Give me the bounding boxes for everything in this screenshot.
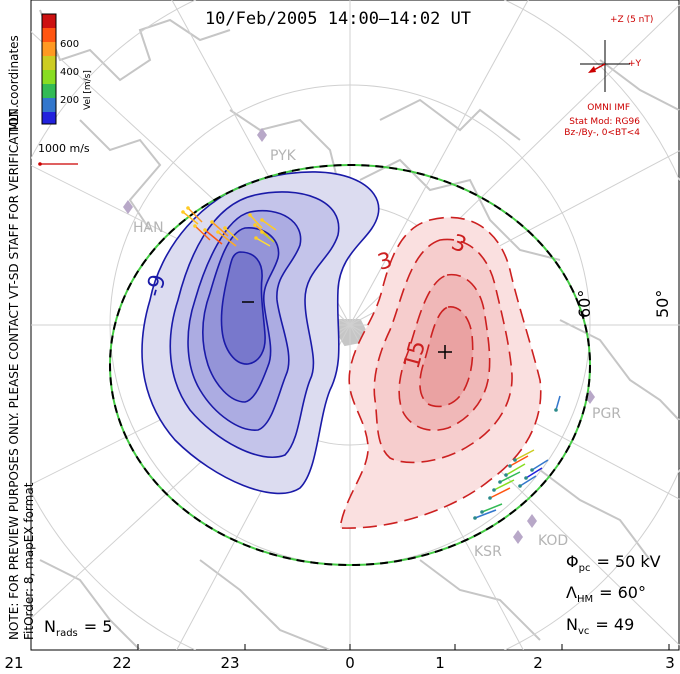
- mlt-tick-23: 23: [220, 654, 239, 672]
- color-bar-ticks: 600 400 200: [60, 39, 79, 106]
- fit-order-label: FitOrder: 8, mapEX format: [22, 482, 36, 640]
- mlt-tick-1: 1: [435, 654, 445, 672]
- velocity-color-bar: [41, 13, 57, 125]
- station-labels: PYK HAN PGR KOD KSR: [133, 148, 621, 560]
- imf-clock-vector-head: [588, 66, 596, 73]
- vector-scale-label: 1000 m/s: [38, 142, 90, 155]
- mlt-axis-labels: 21 22 23 0 1 2 3: [4, 654, 674, 672]
- heppner-maynard-boundary-dash: [109, 164, 591, 566]
- color-bar-title: Vel [m/s]: [83, 70, 93, 110]
- color-bar-segment-3: [42, 42, 56, 56]
- imf-z-label: +Z (5 nT): [610, 15, 653, 25]
- color-bar-segment-1: [42, 14, 56, 28]
- station-ksr: KSR: [474, 544, 502, 560]
- plot-title: 10/Feb/2005 14:00–14:02 UT: [205, 9, 471, 29]
- mlt-tick-0: 0: [345, 654, 355, 672]
- mlt-coordinates-label: MLT coordinates: [7, 35, 21, 132]
- svg-text:ΛHM= 60°: ΛHM = 60°: [566, 583, 646, 605]
- mlt-tick-2: 2: [533, 654, 543, 672]
- velocity-points-dusk: [181, 206, 264, 240]
- station-pyk: PYK: [270, 148, 297, 164]
- mlt-tick-22: 22: [112, 654, 131, 672]
- lat-label-50: 50°: [653, 290, 672, 318]
- color-bar-segment-5: [42, 70, 56, 84]
- velocity-vectors-dawn: [474, 395, 561, 519]
- negative-convection-cell: [141, 171, 380, 495]
- radar-count: Nrads = 5: [44, 617, 112, 639]
- vector-scale-origin: [38, 162, 42, 166]
- svg-text:Φpc= 50 kV: Φpc = 50 kV: [566, 552, 661, 574]
- imf-y-label: +Y: [628, 59, 642, 69]
- station-han: HAN: [133, 220, 164, 236]
- station-markers: [123, 128, 595, 544]
- velocity-vectors-dusk: [182, 207, 277, 247]
- vector-count: Nvc = 49: [566, 615, 634, 637]
- color-bar-segment-8: [42, 112, 56, 124]
- imf-source-label: OMNI IMF: [587, 103, 630, 113]
- color-bar-segment-4: [42, 56, 56, 70]
- hm-boundary-latitude: ΛHM = 60°: [566, 583, 646, 605]
- contour-label-pos-outer: 3: [375, 248, 395, 276]
- cross-polar-potential: Φpc = 50 kV: [566, 552, 661, 574]
- color-bar-segment-6: [42, 84, 56, 98]
- color-bar-tick-400: 400: [60, 67, 79, 78]
- mlt-tick-3: 3: [665, 654, 675, 672]
- color-bar-tick-200: 200: [60, 95, 79, 106]
- lat-label-60: 60°: [575, 290, 594, 318]
- color-bar-segment-2: [42, 28, 56, 42]
- mlt-tick-21: 21: [4, 654, 23, 672]
- svg-text:Nrads= 5: Nrads = 5: [44, 617, 112, 639]
- coastlines: [39, 9, 680, 650]
- station-kod: KOD: [538, 533, 568, 549]
- imf-condition-label: Bz-/By-, 0<BT<4: [564, 128, 640, 138]
- mlt-axis: [30, 644, 670, 650]
- color-bar-segment-7: [42, 98, 56, 112]
- preview-note: NOTE: FOR PREVIEW PURPOSES ONLY. PLEASE …: [7, 104, 21, 640]
- color-bar-tick-600: 600: [60, 39, 79, 50]
- station-pgr: PGR: [592, 406, 621, 422]
- positive-cell-maximum-marker: [438, 345, 452, 359]
- velocity-points-dawn: [473, 408, 558, 520]
- stat-model-label: Stat Mod: RG96: [569, 117, 640, 127]
- svg-text:Nvc= 49: Nvc = 49: [566, 615, 634, 637]
